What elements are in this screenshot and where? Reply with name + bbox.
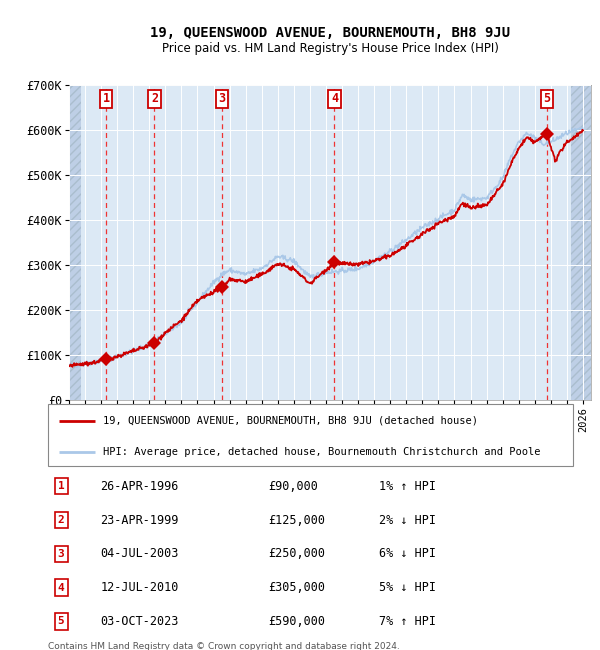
Text: 1: 1	[103, 92, 110, 105]
Text: £305,000: £305,000	[269, 581, 325, 594]
Text: 03-OCT-2023: 03-OCT-2023	[101, 615, 179, 628]
Text: 26-APR-1996: 26-APR-1996	[101, 480, 179, 493]
Text: 19, QUEENSWOOD AVENUE, BOURNEMOUTH, BH8 9JU (detached house): 19, QUEENSWOOD AVENUE, BOURNEMOUTH, BH8 …	[103, 416, 478, 426]
Text: £250,000: £250,000	[269, 547, 325, 560]
Text: 6% ↓ HPI: 6% ↓ HPI	[379, 547, 436, 560]
Text: 3: 3	[218, 92, 226, 105]
FancyBboxPatch shape	[48, 404, 573, 466]
Text: 19, QUEENSWOOD AVENUE, BOURNEMOUTH, BH8 9JU: 19, QUEENSWOOD AVENUE, BOURNEMOUTH, BH8 …	[150, 26, 510, 40]
Text: 2% ↓ HPI: 2% ↓ HPI	[379, 514, 436, 526]
Text: 5: 5	[58, 616, 65, 627]
Text: Contains HM Land Registry data © Crown copyright and database right 2024.: Contains HM Land Registry data © Crown c…	[48, 642, 400, 650]
Text: 3: 3	[58, 549, 65, 559]
Text: £125,000: £125,000	[269, 514, 325, 526]
Text: 23-APR-1999: 23-APR-1999	[101, 514, 179, 526]
Text: 7% ↑ HPI: 7% ↑ HPI	[379, 615, 436, 628]
Bar	[69, 84, 81, 400]
Text: £90,000: £90,000	[269, 480, 319, 493]
Text: 1% ↑ HPI: 1% ↑ HPI	[379, 480, 436, 493]
Text: £590,000: £590,000	[269, 615, 325, 628]
Text: 4: 4	[58, 582, 65, 593]
Bar	[571, 84, 591, 400]
Text: 2: 2	[58, 515, 65, 525]
Text: HPI: Average price, detached house, Bournemouth Christchurch and Poole: HPI: Average price, detached house, Bour…	[103, 447, 541, 458]
Text: 4: 4	[331, 92, 338, 105]
Text: 12-JUL-2010: 12-JUL-2010	[101, 581, 179, 594]
Text: 2: 2	[151, 92, 158, 105]
Text: Price paid vs. HM Land Registry's House Price Index (HPI): Price paid vs. HM Land Registry's House …	[161, 42, 499, 55]
Text: 04-JUL-2003: 04-JUL-2003	[101, 547, 179, 560]
Text: 1: 1	[58, 481, 65, 491]
Text: 5% ↓ HPI: 5% ↓ HPI	[379, 581, 436, 594]
Text: 5: 5	[543, 92, 550, 105]
